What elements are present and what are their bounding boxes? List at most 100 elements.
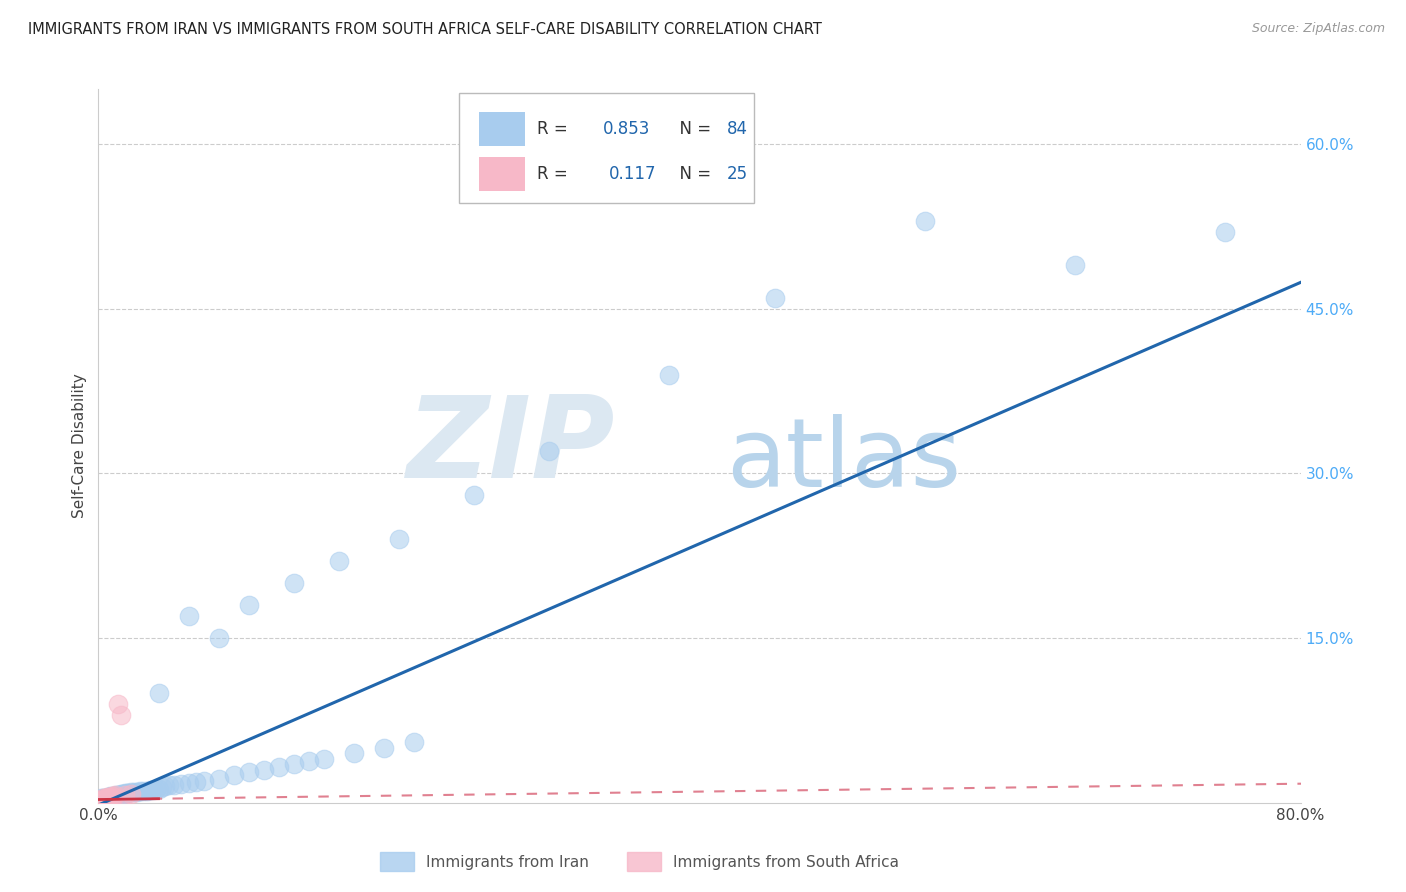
Point (101, 789, 124, 804)
Point (283, 757, 305, 772)
Text: N =: N = (669, 165, 717, 183)
Point (93, 791, 115, 805)
Point (138, 782, 160, 797)
Point (96, 790, 118, 805)
FancyBboxPatch shape (458, 93, 754, 203)
Point (115, 786, 138, 800)
Text: 0.853: 0.853 (603, 120, 651, 138)
Point (93, 794, 115, 808)
Point (110, 708, 132, 723)
Point (96, 792, 118, 806)
Point (91, 792, 114, 806)
Point (114, 788, 136, 802)
Point (121, 787, 143, 801)
Point (112, 787, 135, 801)
Point (121, 785, 143, 799)
Point (208, 772, 231, 786)
Point (373, 740, 395, 755)
Text: 0.117: 0.117 (609, 165, 657, 183)
Point (157, 778, 180, 792)
Text: R =: R = (537, 120, 574, 138)
Point (328, 554, 350, 568)
Point (150, 780, 173, 795)
FancyBboxPatch shape (479, 112, 526, 146)
Point (124, 785, 146, 799)
Point (108, 788, 131, 802)
Y-axis label: Self-Care Disability: Self-Care Disability (72, 374, 87, 518)
Point (1215, 225, 1237, 239)
Point (238, 598, 260, 612)
Point (100, 789, 122, 804)
Point (135, 783, 157, 797)
Point (107, 697, 129, 711)
Point (105, 788, 128, 802)
FancyBboxPatch shape (479, 157, 526, 191)
Point (90, 792, 112, 806)
Point (91, 792, 114, 806)
Point (402, 735, 425, 749)
Point (148, 686, 170, 700)
Point (298, 754, 321, 768)
Point (105, 789, 128, 804)
Point (267, 759, 290, 773)
Point (538, 444, 561, 458)
Point (145, 781, 167, 796)
Point (101, 790, 124, 805)
Point (104, 789, 127, 804)
Point (89, 795, 111, 809)
Text: atlas: atlas (725, 414, 962, 507)
Point (89, 795, 111, 809)
Point (94, 792, 117, 806)
Point (90, 795, 112, 809)
Point (103, 789, 125, 804)
Point (463, 488, 485, 502)
Text: 84: 84 (727, 120, 748, 138)
Point (94, 791, 117, 805)
Point (89, 792, 111, 806)
Point (90, 791, 112, 805)
Point (111, 787, 134, 801)
Point (96, 791, 118, 805)
Point (129, 783, 152, 797)
Point (90, 792, 112, 806)
Point (132, 783, 155, 797)
Point (100, 790, 122, 805)
Text: R =: R = (537, 165, 578, 183)
Point (91, 794, 114, 808)
Point (141, 782, 163, 797)
Point (127, 785, 149, 799)
Point (914, 214, 936, 228)
Point (104, 790, 127, 805)
Point (222, 768, 245, 782)
Point (177, 776, 200, 790)
Point (101, 791, 124, 805)
Point (110, 787, 132, 801)
Point (97, 790, 120, 805)
Point (103, 789, 125, 804)
Point (658, 368, 681, 382)
Point (91, 791, 114, 805)
Point (312, 752, 335, 766)
Point (94, 794, 117, 808)
Point (93, 792, 115, 806)
Point (253, 763, 276, 777)
Point (148, 781, 170, 796)
Point (91, 791, 114, 805)
Text: 25: 25 (727, 165, 748, 183)
Point (193, 773, 215, 788)
Point (170, 777, 193, 791)
Point (96, 791, 118, 805)
Point (90, 794, 112, 808)
Point (117, 786, 139, 800)
Point (208, 631, 231, 645)
Point (103, 790, 125, 805)
Point (388, 533, 411, 547)
Text: N =: N = (669, 120, 717, 138)
Text: Source: ZipAtlas.com: Source: ZipAtlas.com (1251, 22, 1385, 36)
Point (94, 791, 117, 805)
Point (238, 765, 260, 780)
Point (93, 794, 115, 808)
Point (97, 791, 120, 805)
Point (97, 790, 120, 805)
Point (89, 794, 111, 808)
